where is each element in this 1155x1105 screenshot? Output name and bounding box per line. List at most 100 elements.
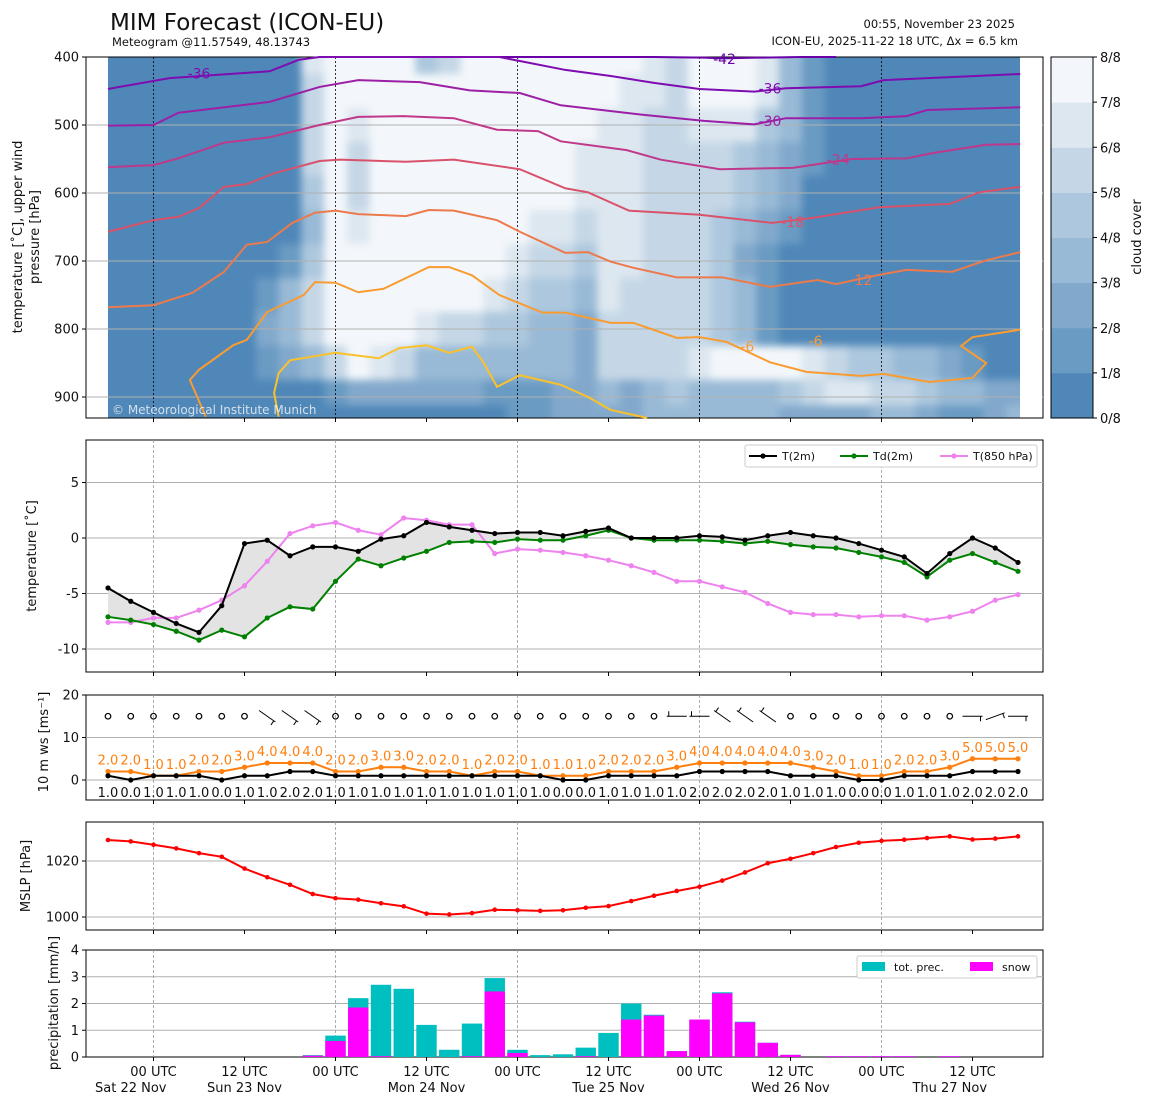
snow-bar: [621, 1019, 642, 1057]
wind-value-label: 1.0: [325, 786, 346, 801]
t2m-point: [924, 570, 930, 577]
mslp-point: [219, 854, 225, 860]
cloud-cell: [437, 405, 462, 418]
cloud-cell: [278, 380, 302, 407]
snow-bar: [712, 993, 733, 1057]
cloud-cell: [574, 210, 598, 245]
wind-mean-point: [742, 768, 748, 775]
wind-mean-point: [378, 773, 384, 779]
calm-wind-icon: [536, 712, 544, 720]
wind-value-label: 2.0: [962, 786, 983, 801]
y-tick-label: 1: [71, 1024, 79, 1039]
precip-legend: [856, 955, 1038, 979]
cloud-cell: [983, 380, 1008, 407]
gust-value-label: 3.0: [666, 749, 687, 764]
mslp-point: [924, 835, 930, 841]
t2m-point: [878, 547, 885, 553]
cloud-cell: [437, 74, 462, 109]
mslp-point: [287, 882, 293, 888]
wind-gust-point: [423, 768, 430, 775]
cloud-cell: [983, 142, 1008, 177]
cloud-cell: [574, 405, 598, 418]
total-precip-bar: [552, 1054, 574, 1057]
td2m-point: [492, 539, 498, 546]
cloud-cell: [665, 74, 689, 109]
wind-mean-point: [878, 777, 885, 783]
cloud-cell: [938, 278, 962, 313]
wind-mean-point: [514, 773, 521, 779]
wind-gust-point: [128, 768, 134, 775]
cloud-cell: [528, 380, 553, 407]
wind-gust-point: [287, 760, 293, 766]
wind-gust-point: [310, 760, 316, 766]
wind-mean-point: [651, 773, 657, 779]
wind-value-label: 2.0: [712, 786, 733, 801]
td2m-point: [787, 542, 794, 548]
wind-value-label: 1.0: [348, 786, 369, 801]
y-axis-label: temperature [˚C], upper wind: [10, 141, 26, 334]
calm-wind-icon: [514, 712, 521, 720]
cloud-cell: [255, 405, 280, 418]
x-tick-label: 12 UTC: [403, 1065, 449, 1080]
gust-value-label: 2.0: [416, 754, 437, 769]
td2m-point: [878, 554, 885, 560]
gust-value-label: 4.0: [689, 745, 710, 760]
cloud-cell: [119, 278, 143, 313]
t2m-point: [492, 530, 498, 537]
cloud-cell: [415, 142, 439, 177]
cloud-cell: [528, 142, 553, 177]
wind-value-label: 1.0: [803, 786, 824, 801]
wind-value-label: 0.0: [848, 786, 869, 801]
cloud-cell: [233, 380, 257, 407]
wind-value-label: 2.0: [689, 786, 710, 801]
cloud-cell: [369, 74, 393, 109]
cloud-cell: [210, 142, 234, 177]
gust-value-label: 1.0: [530, 758, 551, 773]
cloud-cell: [756, 74, 780, 109]
cloud-cell: [528, 74, 553, 109]
gust-value-label: 1.0: [848, 758, 869, 773]
wind-gust-point: [241, 764, 248, 770]
cloud-cell: [164, 380, 189, 407]
cloud-cell: [460, 57, 484, 75]
cloud-cell: [688, 74, 712, 109]
wind-value-label: 1.0: [166, 786, 187, 801]
date-label: Wed 26 Nov: [751, 1081, 830, 1096]
t850-point: [742, 589, 748, 595]
snow-bar: [894, 1056, 915, 1057]
isotherm-label: -30: [759, 114, 782, 130]
wind-barb-tick: [738, 707, 742, 712]
cloud-cell: [597, 405, 621, 418]
date-label: Thu 27 Nov: [911, 1081, 987, 1096]
td2m-point: [332, 578, 339, 584]
cloud-cell: [710, 380, 735, 407]
td2m-point: [719, 538, 725, 544]
cloud-cell: [824, 405, 848, 418]
cloud-cell: [506, 405, 530, 418]
t2m-point: [719, 534, 725, 540]
cloud-cell: [415, 57, 439, 75]
calm-wind-icon: [377, 712, 385, 720]
gust-value-label: 3.0: [234, 749, 255, 764]
y-axis-label: 10 m ws [ms⁻¹]: [37, 692, 52, 793]
cloud-cell: [801, 380, 826, 407]
snow-bar: [370, 1056, 392, 1057]
snow-bar: [302, 1055, 323, 1057]
snow-bar: [325, 1040, 346, 1057]
t850-point: [401, 515, 407, 521]
cloud-cell: [847, 57, 871, 75]
t2m-point: [378, 536, 384, 542]
cloud-cell: [938, 74, 962, 109]
cloud-cell: [642, 57, 666, 75]
calm-wind-icon: [627, 712, 635, 720]
cloud-cell: [551, 74, 575, 109]
isotherm-line: [273, 344, 648, 419]
t850-point: [492, 550, 498, 557]
mslp-point: [765, 860, 771, 866]
cloud-cell: [756, 380, 780, 407]
isotherm-line: [107, 115, 1021, 171]
wind-mean-point: [219, 777, 225, 783]
wind-barb-icon: [713, 710, 731, 723]
wind-value-label: 0.0: [553, 786, 574, 801]
cloud-cell: [870, 346, 894, 381]
